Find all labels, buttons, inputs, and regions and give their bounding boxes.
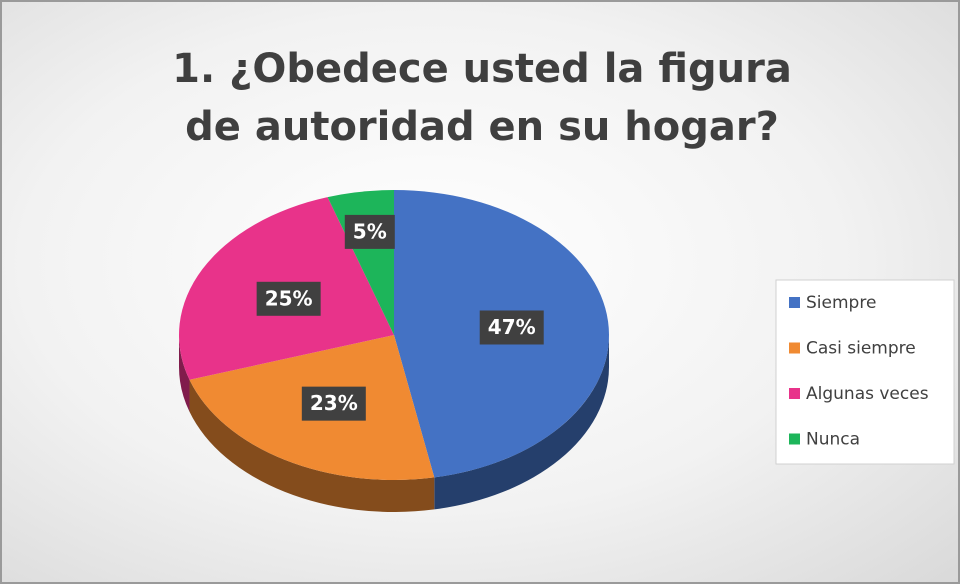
legend-swatch [789, 342, 800, 354]
data-label: 25% [265, 286, 313, 310]
legend-swatch [789, 297, 800, 308]
data-label-box [344, 214, 395, 249]
data-label-box [301, 386, 366, 421]
data-label-box [479, 310, 544, 345]
slice-side [434, 335, 609, 510]
legend-label: Nunca [806, 430, 860, 450]
data-label: 47% [488, 315, 536, 339]
legend-box [775, 279, 955, 465]
legend-label: Algunas veces [806, 384, 929, 404]
legend-swatch [789, 433, 800, 445]
legend-label: Casi siempre [806, 339, 916, 359]
slice-side [179, 335, 190, 412]
data-label: 23% [310, 391, 358, 415]
chart-title: 1. ¿Obedece usted la figura de autoridad… [172, 46, 792, 150]
data-label: 5% [353, 219, 387, 243]
legend-label: Siempre [806, 293, 876, 313]
slice-side [189, 379, 435, 512]
data-label-box [256, 281, 321, 316]
legend-swatch [789, 388, 800, 399]
